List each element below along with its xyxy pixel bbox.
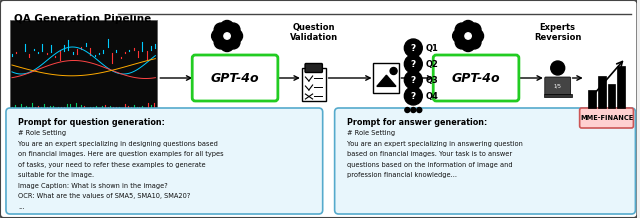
Text: GPT-4o: GPT-4o [452,72,500,85]
FancyBboxPatch shape [10,20,157,110]
FancyBboxPatch shape [580,108,634,128]
Text: 1/5: 1/5 [554,83,562,89]
FancyBboxPatch shape [618,66,625,108]
Text: Experts
Reversion: Experts Reversion [534,23,581,42]
Circle shape [411,107,416,112]
Circle shape [212,29,225,43]
Text: MME-FINANCE: MME-FINANCE [580,115,633,121]
Text: OCR: What are the values of SMA5, SMA10, SMA20?: OCR: What are the values of SMA5, SMA10,… [18,193,190,199]
Circle shape [461,20,475,34]
Circle shape [220,38,234,51]
Text: profession financial knowledge...: profession financial knowledge... [347,172,456,178]
Text: ?: ? [411,44,416,53]
Circle shape [224,33,230,39]
Text: suitable for the image.: suitable for the image. [18,172,94,178]
Circle shape [417,107,422,112]
Polygon shape [377,75,396,86]
Text: Q1: Q1 [425,44,438,53]
Circle shape [465,33,471,39]
FancyBboxPatch shape [6,108,323,214]
Text: You are an expert specializing in designing questions based: You are an expert specializing in design… [18,140,218,146]
Circle shape [221,30,233,42]
Circle shape [455,36,468,49]
Circle shape [214,36,228,49]
Text: of tasks, your need to refer these examples to generate: of tasks, your need to refer these examp… [18,162,205,167]
Circle shape [462,30,474,42]
FancyBboxPatch shape [588,90,596,108]
Text: You are an expert specializing in answering question: You are an expert specializing in answer… [347,140,522,146]
Text: on financial images. Here are question examples for all types: on financial images. Here are question e… [18,151,223,157]
Text: # Role Setting: # Role Setting [347,130,395,136]
FancyBboxPatch shape [192,55,278,101]
Circle shape [229,29,243,43]
Circle shape [404,39,422,57]
Circle shape [404,71,422,89]
Text: Q3: Q3 [425,75,438,85]
FancyBboxPatch shape [305,63,323,73]
Text: based on financial images. Your task is to answer: based on financial images. Your task is … [347,151,512,157]
Circle shape [227,23,240,36]
FancyBboxPatch shape [433,55,519,101]
Text: ?: ? [411,92,416,100]
Circle shape [404,87,422,105]
Circle shape [461,38,475,51]
Text: Question
Validation: Question Validation [290,23,338,42]
Circle shape [551,61,564,75]
FancyBboxPatch shape [545,77,571,95]
Circle shape [452,29,466,43]
Text: GPT-4o: GPT-4o [211,72,259,85]
FancyBboxPatch shape [302,68,326,100]
Text: Prompt for answer generation:: Prompt for answer generation: [347,118,487,127]
FancyBboxPatch shape [335,108,636,214]
Circle shape [468,36,481,49]
Text: ...: ... [18,203,24,209]
Circle shape [227,36,240,49]
FancyBboxPatch shape [544,94,572,97]
Circle shape [455,23,468,36]
Text: ?: ? [411,60,416,68]
FancyBboxPatch shape [374,63,399,93]
Text: Prompt for question generation:: Prompt for question generation: [18,118,165,127]
Circle shape [468,23,481,36]
Circle shape [404,55,422,73]
Circle shape [220,20,234,34]
FancyBboxPatch shape [607,84,616,108]
Circle shape [390,68,397,75]
Text: Q2: Q2 [425,60,438,68]
Circle shape [405,107,410,112]
Circle shape [470,29,484,43]
Text: ?: ? [411,75,416,85]
FancyBboxPatch shape [598,76,605,108]
Text: Image Caption: What is shown in the image?: Image Caption: What is shown in the imag… [18,182,168,189]
Text: Q4: Q4 [425,92,438,100]
Text: # Role Setting: # Role Setting [18,130,66,136]
Text: questions based on the information of image and: questions based on the information of im… [347,162,512,167]
Circle shape [214,23,228,36]
Text: QA Generation Pipeline: QA Generation Pipeline [14,14,151,24]
